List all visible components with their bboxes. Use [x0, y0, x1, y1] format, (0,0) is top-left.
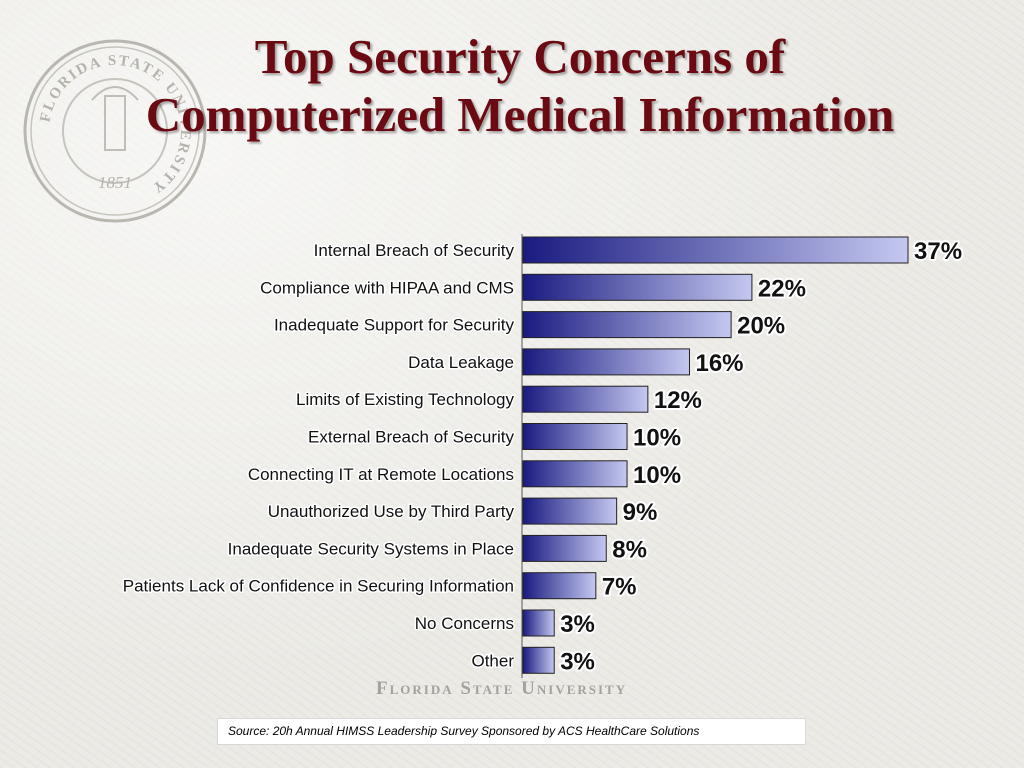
- category-label: Connecting IT at Remote Locations: [248, 465, 514, 484]
- category-label: Patients Lack of Confidence in Securing …: [123, 577, 514, 596]
- category-label: Data Leakage: [408, 353, 514, 372]
- source-note: Source: 20h Annual HIMSS Leadership Surv…: [217, 718, 806, 745]
- university-seal-icon: FLORIDA STATE UNIVERSITY 1851: [23, 39, 207, 223]
- category-label: External Breach of Security: [308, 428, 514, 447]
- category-label: Internal Breach of Security: [314, 241, 515, 260]
- value-label: 7%: [602, 574, 637, 601]
- value-label: 10%: [633, 462, 681, 489]
- bar: [522, 497, 618, 525]
- bar: [522, 236, 909, 264]
- bar: [522, 460, 628, 488]
- value-label: 9%: [623, 499, 658, 526]
- category-label: Limits of Existing Technology: [296, 390, 514, 409]
- category-label: Compliance with HIPAA and CMS: [260, 278, 514, 297]
- university-watermark: Florida State University: [376, 678, 628, 699]
- bar: [522, 423, 628, 450]
- value-label: 16%: [695, 350, 743, 377]
- value-label: 3%: [560, 648, 595, 675]
- bar: [522, 348, 690, 376]
- seal-year: 1851: [98, 173, 132, 192]
- category-label: No Concerns: [415, 614, 514, 633]
- value-label: 10%: [633, 425, 681, 452]
- bar: [522, 273, 753, 301]
- value-label: 37%: [914, 238, 962, 265]
- value-label: 3%: [560, 611, 595, 638]
- title-line-2: Computerized Medical Information: [145, 87, 895, 142]
- bar: [522, 385, 649, 413]
- bar: [522, 609, 555, 637]
- category-label: Inadequate Support for Security: [274, 316, 515, 335]
- category-label: Unauthorized Use by Third Party: [268, 502, 515, 521]
- value-label: 12%: [654, 387, 702, 414]
- value-label: 20%: [737, 313, 785, 340]
- bar: [522, 646, 555, 674]
- value-label: 8%: [612, 536, 647, 563]
- bar: [522, 572, 597, 600]
- bar: [522, 534, 607, 562]
- value-label: 22%: [758, 275, 806, 302]
- slide-title: Top Security Concerns of Computerized Me…: [40, 28, 1000, 144]
- category-label: Inadequate Security Systems in Place: [228, 539, 514, 558]
- category-label: Other: [471, 651, 514, 670]
- title-line-1: Top Security Concerns of: [254, 29, 786, 84]
- bar: [522, 311, 732, 339]
